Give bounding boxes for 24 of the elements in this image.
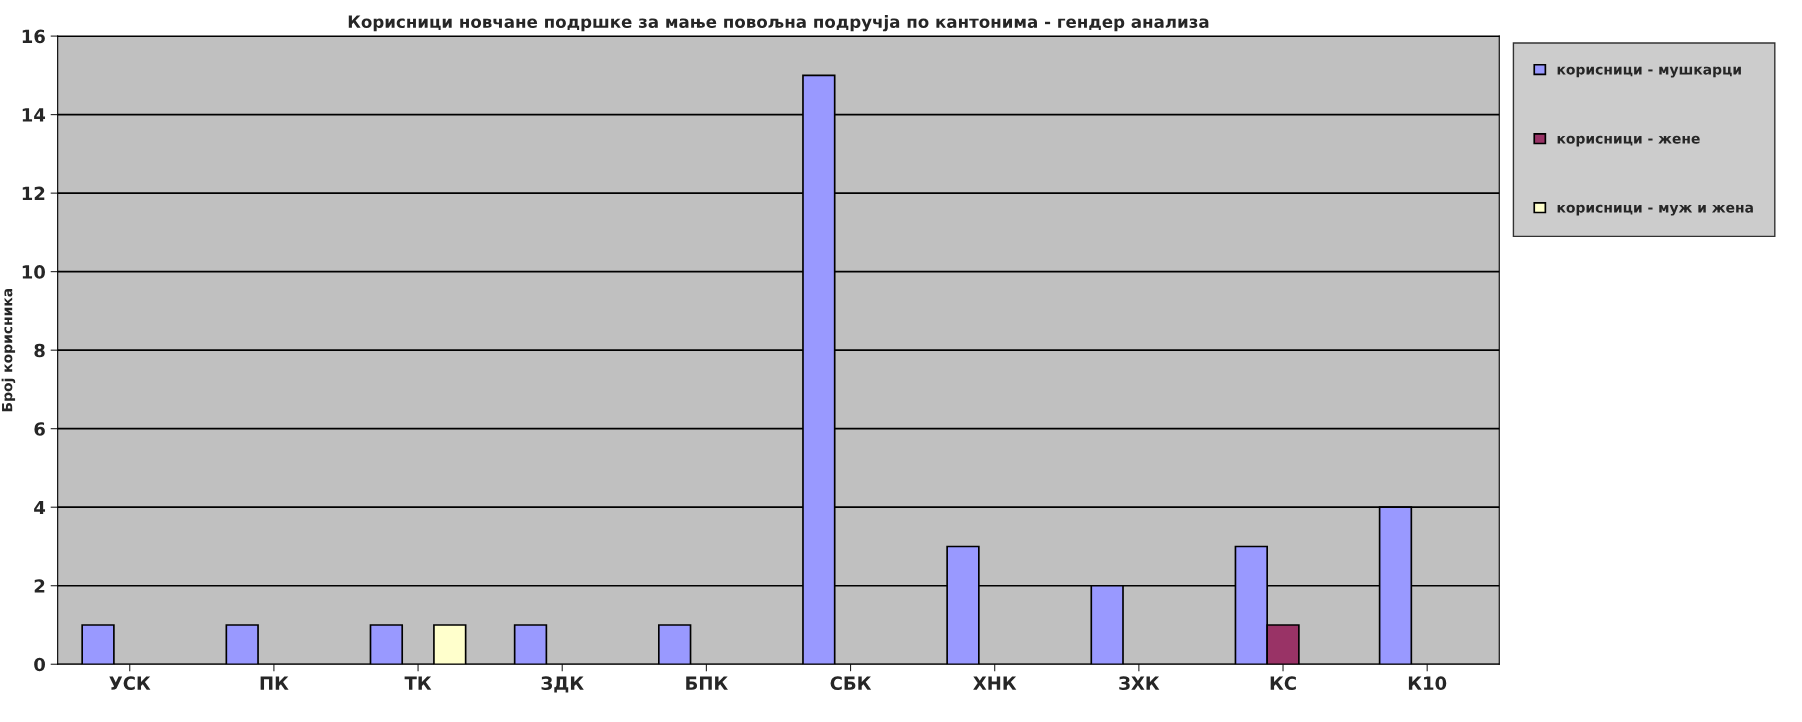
y-tick-label: 10 xyxy=(22,265,45,279)
x-tick-label: КС xyxy=(1270,676,1296,691)
y-tick-label: 6 xyxy=(34,422,45,436)
chart-title: Корисници новчане подршке за мање повољна подручја по кантонима - гендер анализа xyxy=(348,15,1209,32)
y-tick-label: 0 xyxy=(34,657,45,672)
x-tick-label: ЗХК xyxy=(1119,676,1160,691)
x-tick-label: ХНК xyxy=(973,676,1017,690)
legend-label: корисници - муж и жена xyxy=(1557,204,1753,216)
x-tick-label: ТК xyxy=(404,676,432,690)
legend-label: корисници - мушкарци xyxy=(1557,66,1741,78)
y-tick-label: 12 xyxy=(22,186,45,200)
x-tick-label: ПК xyxy=(260,676,289,690)
x-tick-label: БПК xyxy=(686,676,728,690)
x-tick-label: УСК xyxy=(109,676,151,691)
y-axis-title: Број корисника xyxy=(1,288,16,412)
y-tick-label: 2 xyxy=(34,579,45,593)
y-tick-label: 8 xyxy=(34,343,45,358)
x-tick-label: ЗДК xyxy=(541,676,584,693)
y-tick-label: 4 xyxy=(34,500,46,515)
x-tick-label: СБК xyxy=(830,676,872,691)
legend-label: корисници - жене xyxy=(1557,135,1700,147)
x-tick-label: К10 xyxy=(1408,676,1447,691)
y-tick-label: 16 xyxy=(22,29,45,44)
y-tick-label: 14 xyxy=(22,108,46,122)
